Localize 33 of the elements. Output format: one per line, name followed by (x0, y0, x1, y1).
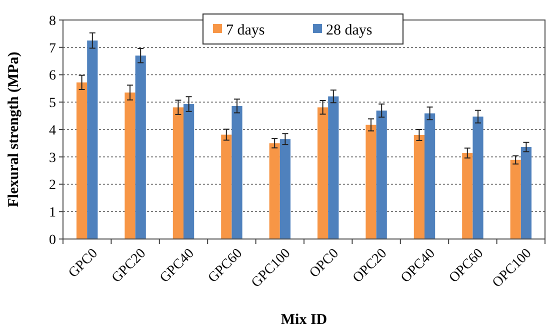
bar (317, 107, 328, 239)
x-axis-title: Mix ID (280, 312, 328, 328)
legend-label: 28 days (326, 22, 372, 38)
bar (76, 82, 88, 239)
bar (280, 139, 291, 239)
bar (424, 113, 436, 239)
bar (414, 134, 424, 239)
bar (87, 40, 98, 239)
bar (184, 104, 194, 239)
y-tick-label: 8 (49, 14, 56, 29)
y-tick-label: 5 (49, 96, 56, 112)
legend-label: 7 days (226, 22, 265, 38)
bar (269, 143, 280, 239)
bar (366, 124, 376, 239)
bar (520, 147, 532, 239)
bar (221, 134, 232, 239)
bar (124, 92, 136, 239)
y-tick-label: 3 (49, 150, 56, 166)
y-tick-label: 4 (49, 123, 56, 138)
bar (510, 160, 521, 239)
y-tick-label: 0 (49, 232, 56, 248)
bar (328, 96, 339, 239)
bar (135, 56, 146, 239)
y-tick-label: 1 (49, 206, 56, 221)
y-tick-label: 6 (49, 68, 56, 84)
y-tick-label: 2 (49, 178, 56, 194)
bar (172, 107, 184, 239)
bar (232, 106, 242, 239)
y-tick-label: 7 (49, 41, 56, 56)
y-axis-title: Flexural strength (MPa) (6, 52, 22, 208)
bar (462, 153, 473, 239)
bar (472, 116, 484, 239)
bar (376, 110, 387, 239)
